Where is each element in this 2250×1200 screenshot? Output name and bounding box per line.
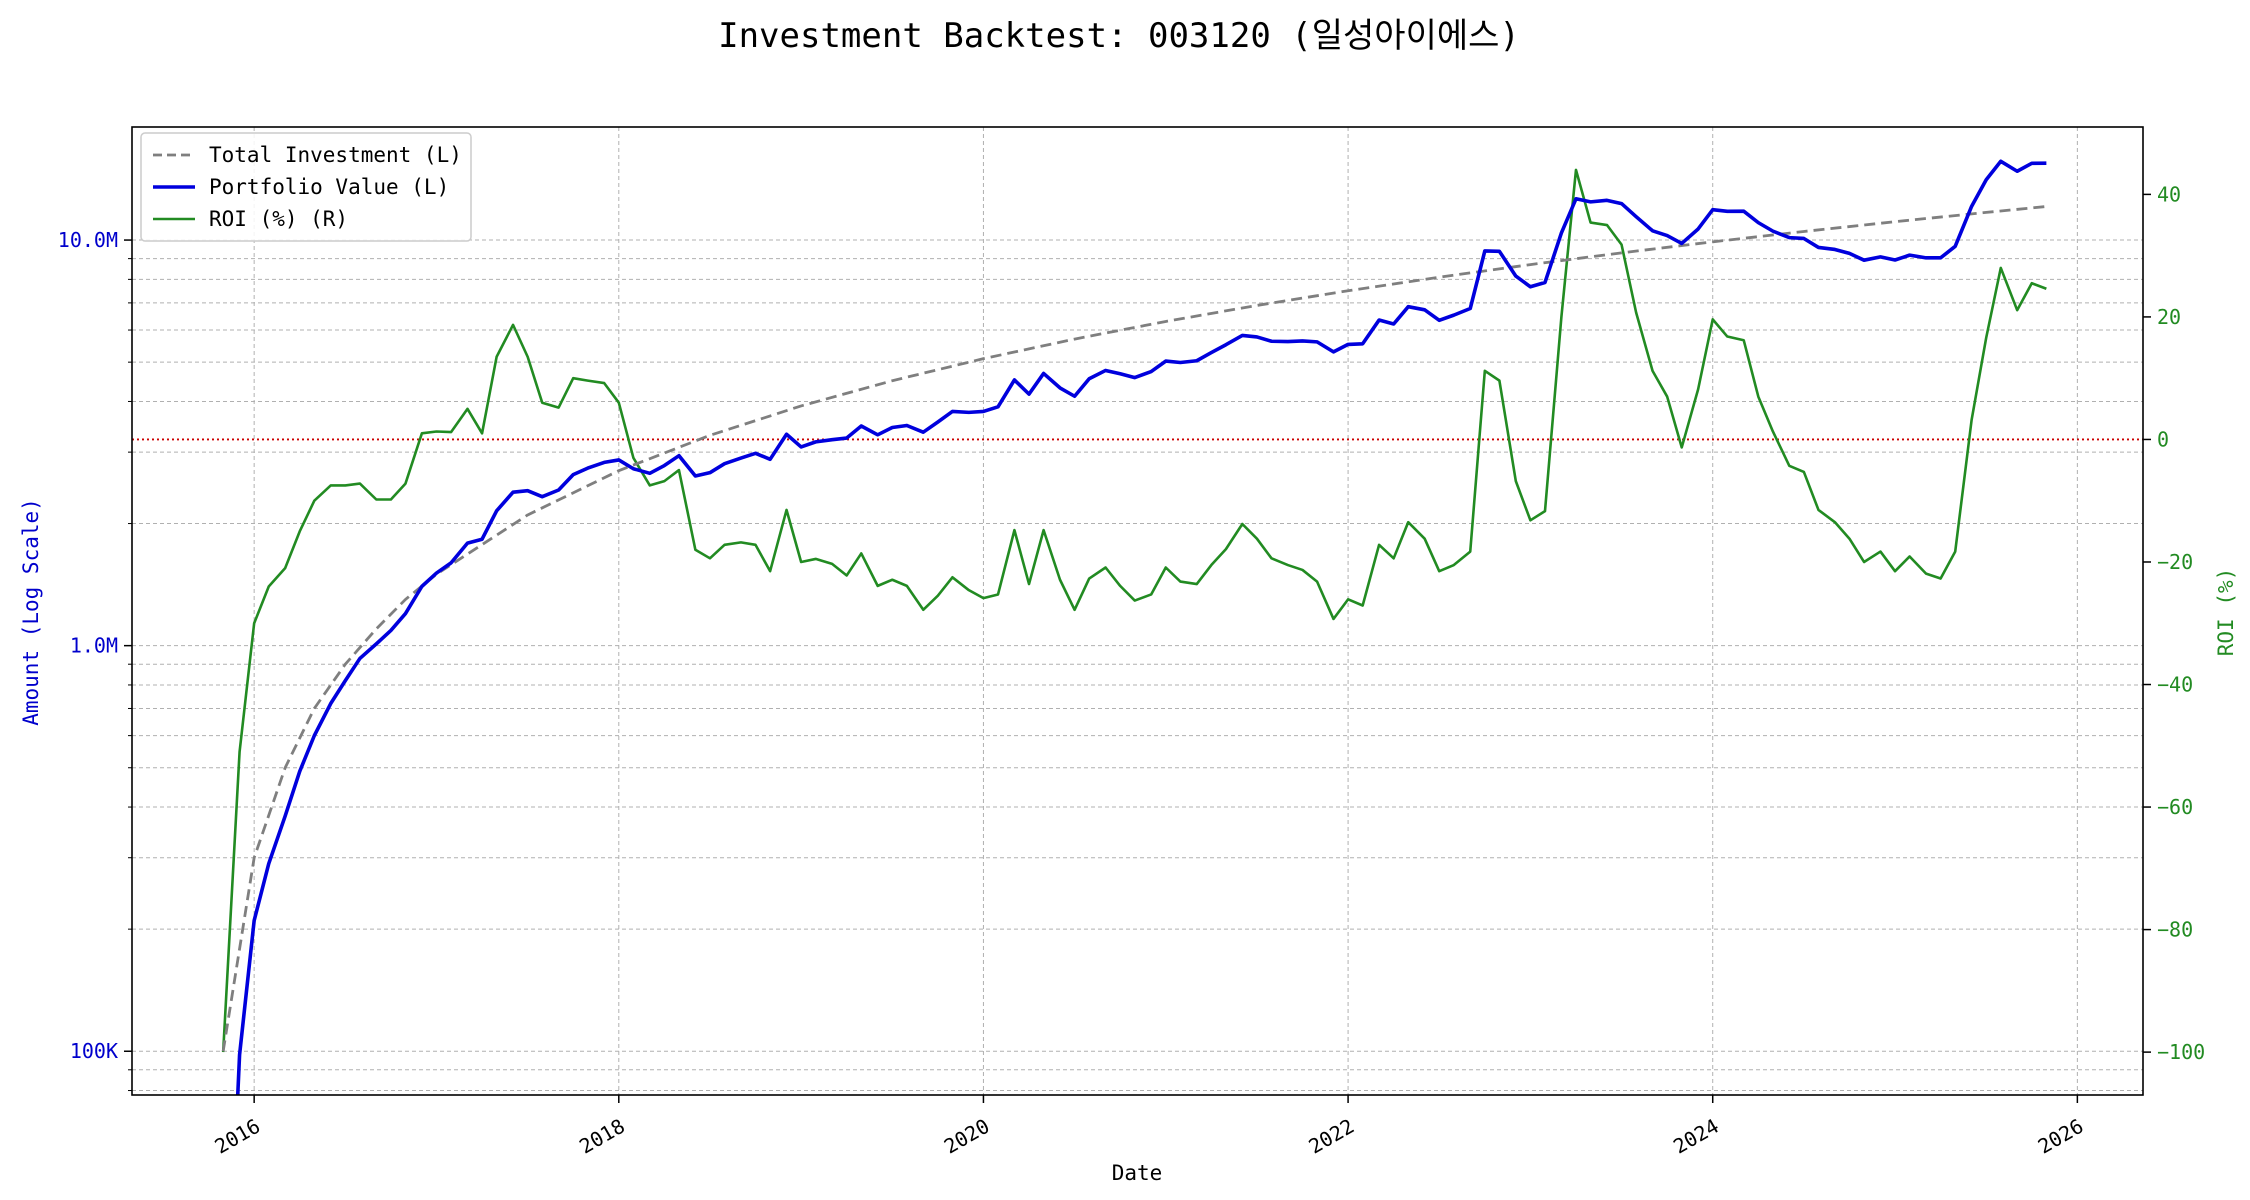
- right-y-tick-label: 20: [2157, 305, 2181, 329]
- legend-label-1: Portfolio Value (L): [209, 175, 449, 199]
- x-axis-label: Date: [1112, 1161, 1163, 1185]
- left-y-tick-label: 100K: [70, 1039, 118, 1063]
- legend-label-0: Total Investment (L): [209, 143, 462, 167]
- legend-box: [140, 132, 472, 242]
- plot-frame: [131, 126, 2144, 1096]
- left-y-axis: 100K 1.0M 10.0M: [58, 228, 132, 1092]
- x-tick-label: 2018: [575, 1114, 629, 1159]
- right-y-tick-label: −80: [2157, 918, 2193, 942]
- x-tick-label: 2022: [1304, 1114, 1358, 1159]
- right-y-tick-label: 40: [2157, 182, 2181, 206]
- series-layer: [221, 159, 2047, 1096]
- x-tick-label: 2026: [2034, 1114, 2088, 1159]
- right-y-tick-label: −60: [2157, 795, 2193, 819]
- right-y-tick-label: −20: [2157, 550, 2193, 574]
- chart-title: Investment Backtest: 003120 (일성아이에스): [718, 16, 1520, 56]
- right-y-tick-label: −40: [2157, 673, 2193, 697]
- x-tick-label: 2024: [1669, 1114, 1723, 1159]
- legend: Total Investment (L) Portfolio Value (L) R…: [140, 132, 472, 242]
- left-y-tick-label: 1.0M: [70, 634, 118, 658]
- series-line-2: [221, 168, 2047, 1053]
- series-line-0: [221, 205, 2047, 1052]
- legend-label-2: ROI (%) (R): [209, 207, 348, 231]
- right-y-tick-label: 0: [2157, 427, 2169, 451]
- x-tick-label: 2016: [211, 1114, 265, 1159]
- right-y-axis-label: ROI (%): [2214, 568, 2238, 657]
- series-line-1: [235, 159, 2047, 1096]
- right-y-tick-label: −100: [2157, 1040, 2205, 1064]
- left-y-axis-label: Amount (Log Scale): [19, 498, 43, 726]
- right-y-axis: −100 −80 −60 −40 −20 0 20 40: [2143, 182, 2205, 1064]
- x-axis: 2016 2018 2020 2022 2024 2026: [211, 1095, 2088, 1159]
- grid: [132, 127, 2143, 1095]
- x-tick-label: 2020: [940, 1114, 994, 1159]
- left-y-tick-label: 10.0M: [58, 228, 118, 252]
